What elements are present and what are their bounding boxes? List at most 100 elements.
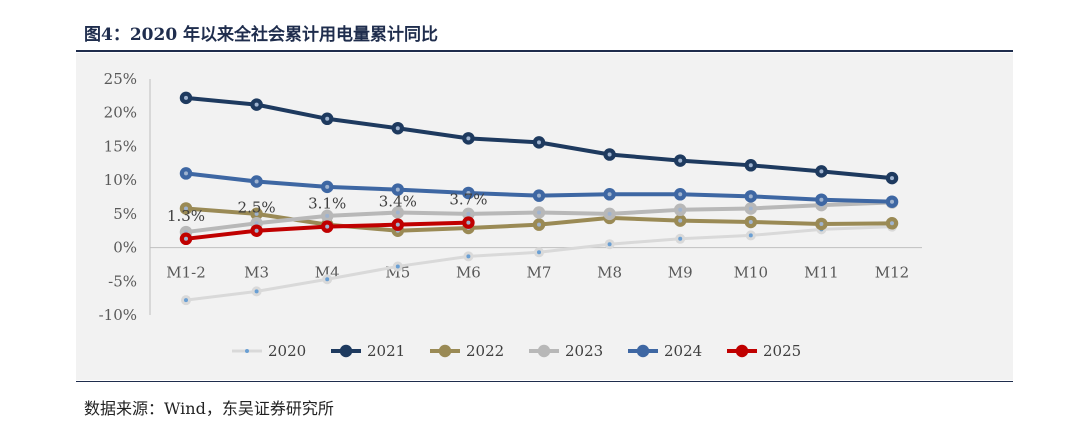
data-point-center: [819, 221, 824, 226]
x-tick-label: M3: [244, 264, 269, 282]
x-tick-label: M1-2: [166, 264, 206, 282]
series-2024: [179, 167, 899, 208]
data-point-center: [607, 152, 612, 157]
legend-label: 2021: [367, 342, 405, 360]
data-point-center: [466, 254, 471, 259]
data-point-center: [325, 277, 330, 282]
source-note: 数据来源：Wind，东吴证券研究所: [84, 399, 334, 418]
data-point-center: [395, 126, 400, 131]
y-tick-label: 5%: [113, 205, 137, 223]
data-point-center: [890, 199, 894, 204]
data-point-center: [254, 211, 259, 216]
series-2025: [179, 216, 475, 246]
legend-label: 2022: [466, 342, 504, 360]
legend-item-2021: 2021: [331, 342, 405, 360]
data-point-center: [254, 102, 259, 107]
y-tick-label: 10%: [104, 171, 137, 189]
data-point-center: [325, 224, 330, 229]
x-tick-label: M10: [734, 264, 768, 282]
x-tick-label: M7: [527, 264, 552, 282]
data-point-center: [537, 193, 541, 198]
data-point-center: [184, 171, 188, 176]
data-point-center: [184, 298, 188, 303]
data-point-center: [184, 206, 188, 211]
data-point-center: [325, 116, 330, 121]
data-point-center: [678, 158, 683, 163]
data-point-center: [890, 221, 894, 226]
legend-swatch-dot: [735, 344, 749, 358]
title-rule: [76, 50, 1013, 52]
data-point-center: [678, 192, 683, 197]
data-point-center: [466, 220, 471, 225]
data-point-center: [466, 211, 471, 216]
data-point-center: [325, 213, 330, 218]
data-point-center: [537, 250, 541, 255]
x-tick-label: M8: [597, 264, 622, 282]
data-point-center: [395, 187, 400, 192]
legend-swatch-dot: [636, 344, 650, 358]
data-point-center: [748, 233, 753, 238]
legend-swatch-dot: [438, 344, 452, 358]
data-point-center: [748, 219, 753, 224]
y-tick-label: 20%: [104, 104, 137, 122]
legend-item-2023: 2023: [529, 342, 603, 360]
legend-label: 2024: [664, 342, 702, 360]
legend-swatch-dot: [537, 344, 551, 358]
x-tick-label: M11: [804, 264, 838, 282]
legend-item-2022: 2022: [430, 342, 504, 360]
data-point-center: [537, 140, 541, 145]
data-point-center: [254, 228, 259, 233]
x-tick-label: M9: [668, 264, 693, 282]
data-point-center: [466, 190, 471, 195]
data-point-center: [395, 210, 400, 215]
data-point-center: [184, 236, 188, 241]
data-point-center: [607, 242, 612, 247]
data-point-center: [748, 206, 753, 211]
chart-area: [76, 53, 1013, 380]
data-point-center: [678, 218, 683, 223]
series-2021: [179, 91, 899, 185]
legend-swatch-dot: [245, 349, 249, 353]
data-point-center: [466, 136, 471, 141]
y-tick-label: 25%: [104, 70, 137, 88]
legend-label: 2020: [268, 342, 306, 360]
data-label: 3.4%: [379, 193, 417, 211]
data-point-center: [890, 176, 894, 181]
x-tick-label: M6: [456, 264, 481, 282]
data-point-center: [325, 184, 330, 189]
data-label: 1.3%: [167, 207, 205, 225]
legend-item-2020: 2020: [232, 342, 306, 360]
y-tick-label: -5%: [108, 272, 137, 290]
legend-item-2025: 2025: [727, 342, 801, 360]
y-tick-label: 0%: [113, 239, 137, 257]
data-point-center: [748, 163, 753, 168]
data-label: 3.7%: [449, 191, 487, 209]
data-point-center: [819, 197, 824, 202]
data-point-center: [678, 236, 683, 241]
x-tick-label: M12: [875, 264, 909, 282]
data-label: 2.5%: [238, 199, 276, 217]
data-point-center: [607, 192, 612, 197]
data-point-center: [678, 207, 683, 212]
legend-label: 2025: [763, 342, 801, 360]
legend-label: 2023: [565, 342, 603, 360]
data-point-center: [184, 95, 188, 100]
y-tick-label: 15%: [104, 137, 137, 155]
footer-rule: [76, 381, 1013, 382]
data-point-center: [819, 169, 824, 174]
figure-title: 图4：2020 年以来全社会累计用电量累计同比: [84, 25, 439, 45]
data-label: 3.1%: [308, 195, 346, 213]
data-point-center: [748, 194, 753, 199]
data-point-center: [395, 264, 400, 269]
legend-swatch-dot: [339, 344, 353, 358]
data-point-center: [537, 222, 541, 227]
data-point-center: [254, 289, 259, 294]
data-point-center: [254, 221, 259, 226]
data-point-center: [607, 211, 612, 216]
data-point-center: [254, 179, 259, 184]
data-point-center: [537, 210, 541, 215]
legend-item-2024: 2024: [628, 342, 702, 360]
data-point-center: [395, 222, 400, 227]
y-tick-label: -10%: [99, 306, 137, 324]
